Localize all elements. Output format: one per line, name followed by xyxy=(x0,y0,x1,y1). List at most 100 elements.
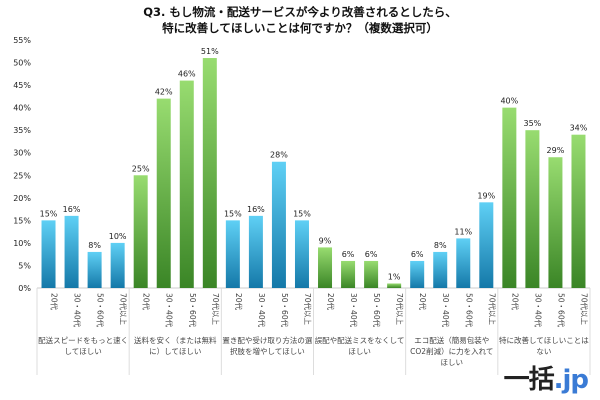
y-tick-label: 5% xyxy=(18,261,31,270)
bar xyxy=(548,157,563,288)
subcategory-label: 50・60代 xyxy=(96,293,106,328)
bar xyxy=(502,107,517,289)
subcategory-label: 50・60代 xyxy=(280,293,290,328)
logo: 一括.jp xyxy=(503,365,589,395)
bar xyxy=(41,220,56,288)
category-label: 特に改善してほしいことは xyxy=(499,335,589,345)
bar xyxy=(364,260,379,288)
y-tick-label: 40% xyxy=(13,104,31,113)
bar xyxy=(271,161,286,288)
title-line-2: 特に改善してほしいことは何ですか？（複数選択可） xyxy=(162,21,438,35)
bar xyxy=(341,260,356,288)
data-label: 15% xyxy=(40,209,58,218)
category-label: エコ配送（簡易包装や xyxy=(414,335,489,345)
category-label: 択肢を増やしてほしい xyxy=(230,346,305,356)
bar xyxy=(156,98,171,288)
data-label: 8% xyxy=(88,241,101,250)
y-tick-label: 50% xyxy=(13,59,31,68)
data-label: 1% xyxy=(388,272,401,281)
subcategory-label: 70代以上 xyxy=(211,293,221,326)
subcategory-label: 50・60代 xyxy=(464,293,474,328)
subcategory-label: 30・40代 xyxy=(441,293,451,328)
data-label: 6% xyxy=(342,250,355,259)
bar xyxy=(179,80,194,288)
data-label: 35% xyxy=(524,119,542,128)
subcategory-label: 20代 xyxy=(326,293,336,311)
subcategory-label: 70代以上 xyxy=(303,293,313,326)
subcategory-label: 70代以上 xyxy=(119,293,129,326)
category-label: 誤配や配送ミスをなくして xyxy=(315,335,405,345)
y-tick-label: 0% xyxy=(18,284,31,293)
bar xyxy=(225,220,240,288)
subcategory-label: 70代以上 xyxy=(579,293,589,326)
category-label: に）してほしい xyxy=(149,347,201,356)
subcategory-label: 20代 xyxy=(418,293,428,311)
data-label: 15% xyxy=(293,209,311,218)
data-label: 29% xyxy=(547,146,565,155)
data-label: 16% xyxy=(247,205,265,214)
data-label: 11% xyxy=(454,227,472,236)
data-label: 19% xyxy=(477,191,495,200)
y-tick-label: 25% xyxy=(13,171,31,180)
y-tick-label: 30% xyxy=(13,149,31,158)
data-label: 6% xyxy=(411,250,424,259)
category-label: CO2削減）に力を入れて xyxy=(410,346,493,356)
bar xyxy=(64,215,79,288)
category-label: 送料を安く（または無料 xyxy=(134,335,217,345)
bar xyxy=(318,247,333,288)
bar xyxy=(294,220,309,288)
subcategory-label: 20代 xyxy=(142,293,152,311)
subcategory-label: 70代以上 xyxy=(395,293,405,326)
subcategory-label: 30・40代 xyxy=(533,293,543,328)
category-label: ほしい xyxy=(348,347,371,356)
data-label: 34% xyxy=(570,124,588,133)
category-label: してほしい xyxy=(64,347,101,356)
bar xyxy=(571,134,586,288)
category-label: ない xyxy=(536,347,551,356)
subcategory-label: 50・60代 xyxy=(556,293,566,328)
y-tick-label: 45% xyxy=(13,81,31,90)
subcategory-label: 30・40代 xyxy=(349,293,359,328)
subcategory-label: 30・40代 xyxy=(73,293,83,328)
subcategory-label: 20代 xyxy=(510,293,520,311)
data-label: 40% xyxy=(500,97,518,106)
data-label: 6% xyxy=(365,250,378,259)
data-label: 28% xyxy=(270,151,288,160)
bar xyxy=(248,215,263,288)
bar xyxy=(456,238,471,288)
chart-title: Q3. もし物流・配送サービスが今より改善されるとしたら、 特に改善してほしいこ… xyxy=(0,4,600,36)
data-label: 25% xyxy=(132,164,150,173)
bar xyxy=(479,202,494,288)
bar xyxy=(433,251,448,288)
subcategory-label: 50・60代 xyxy=(188,293,198,328)
bar xyxy=(110,242,125,288)
data-label: 8% xyxy=(434,241,447,250)
data-label: 16% xyxy=(63,205,81,214)
data-label: 10% xyxy=(109,232,127,241)
subcategory-label: 20代 xyxy=(50,293,60,311)
data-label: 9% xyxy=(319,236,332,245)
bar xyxy=(202,58,217,288)
y-tick-label: 15% xyxy=(13,216,31,225)
data-label: 51% xyxy=(201,47,219,56)
subcategory-label: 50・60代 xyxy=(372,293,382,328)
data-label: 42% xyxy=(155,88,173,97)
data-label: 46% xyxy=(178,70,196,79)
subcategory-label: 70代以上 xyxy=(487,293,497,326)
y-tick-label: 10% xyxy=(13,239,31,248)
category-label: ほしい xyxy=(441,358,464,367)
bar xyxy=(387,283,402,288)
y-tick-label: 35% xyxy=(13,126,31,135)
bar xyxy=(410,260,425,288)
title-line-1: Q3. もし物流・配送サービスが今より改善されるとしたら、 xyxy=(143,5,457,19)
y-tick-label: 20% xyxy=(13,194,31,203)
category-label: 配送スピードをもっと速く xyxy=(38,335,128,345)
data-label: 15% xyxy=(224,209,242,218)
subcategory-label: 30・40代 xyxy=(165,293,175,328)
bar xyxy=(133,175,148,288)
category-label: 置き配や受け取り方法の選 xyxy=(222,335,312,345)
subcategory-label: 20代 xyxy=(234,293,244,311)
bar xyxy=(87,251,102,288)
